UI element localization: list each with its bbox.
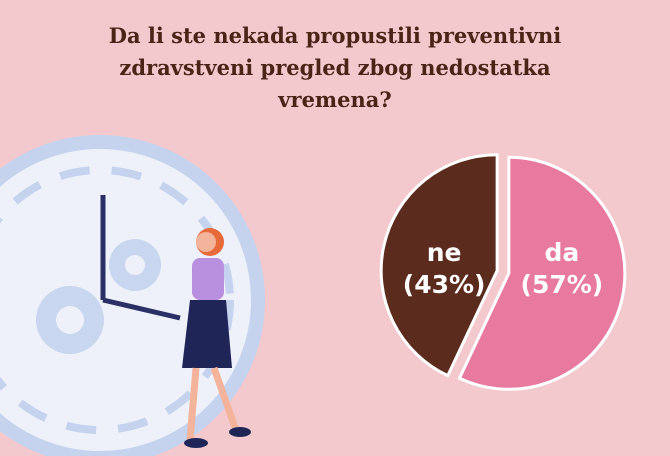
- pie-slice: [379, 153, 499, 378]
- leg: [210, 366, 240, 432]
- head: [196, 232, 216, 252]
- chart-title: Da li ste nekada propustili preventivni …: [108, 23, 562, 112]
- clock-marks: [0, 166, 234, 434]
- shoe: [229, 427, 251, 437]
- slice-value-label: (57%): [521, 270, 604, 299]
- leg: [186, 367, 200, 441]
- clock-hand: [102, 297, 181, 321]
- slice-label: da: [544, 238, 579, 267]
- slice-value-label: (43%): [403, 270, 486, 299]
- illustration: [0, 135, 265, 456]
- gear-hole: [125, 255, 145, 275]
- shirt: [192, 258, 224, 300]
- pie-slice: [457, 155, 627, 391]
- slice-label: ne: [427, 238, 462, 267]
- skirt: [182, 300, 232, 368]
- shoe: [184, 438, 208, 448]
- gear-hole: [56, 306, 84, 334]
